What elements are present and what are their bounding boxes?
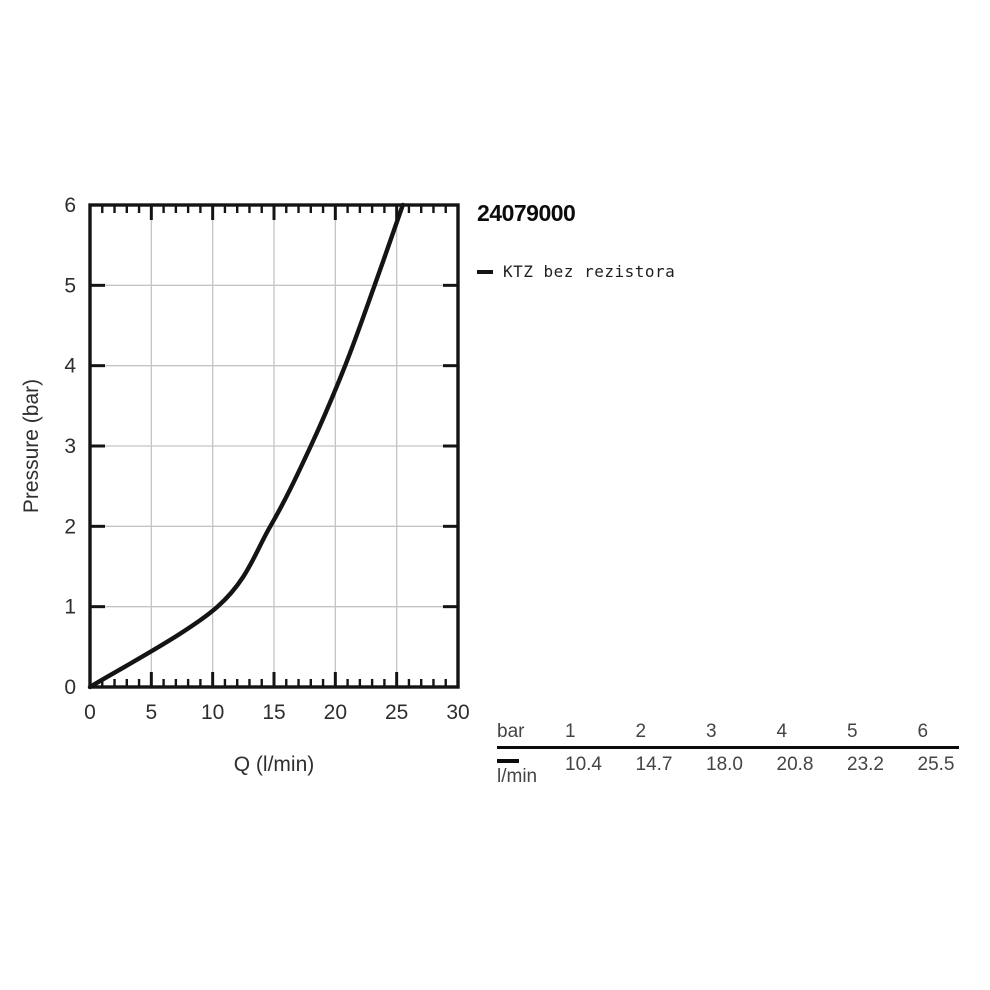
- table-value-cell: 23.2: [847, 754, 884, 775]
- svg-text:10: 10: [201, 701, 224, 724]
- svg-text:0: 0: [64, 676, 76, 699]
- table-unit-bar: bar: [497, 721, 525, 742]
- svg-text:6: 6: [64, 194, 76, 217]
- svg-text:5: 5: [145, 701, 157, 724]
- table-header-cell: 4: [776, 721, 788, 742]
- table-value-cell: 10.4: [565, 754, 602, 775]
- table-header-row: bar 1 2 3 4 5 6: [497, 721, 959, 746]
- legend-label: KTZ bez rezistora: [503, 262, 676, 281]
- svg-text:1: 1: [64, 596, 76, 619]
- svg-text:3: 3: [64, 435, 76, 458]
- flow-rate-table: bar 1 2 3 4 5 6 l/min 10.4 14.7 18.0 20.…: [497, 721, 959, 788]
- table-value-row: l/min 10.4 14.7 18.0 20.8 23.2 25.5: [497, 749, 959, 788]
- legend-line-marker: [477, 269, 493, 274]
- svg-text:25: 25: [385, 701, 408, 724]
- table-header-cell: 1: [565, 721, 576, 742]
- svg-text:0: 0: [84, 701, 96, 724]
- table-value-cell: 20.8: [776, 754, 814, 775]
- table-header-cell: 2: [635, 721, 647, 742]
- svg-text:30: 30: [446, 701, 469, 724]
- svg-text:Q (l/min): Q (l/min): [234, 753, 315, 776]
- table-unit-lmin: l/min: [497, 766, 538, 787]
- table-header-cell: 6: [917, 721, 929, 742]
- series-line-marker: [497, 759, 519, 763]
- table-header-cell: 5: [847, 721, 858, 742]
- product-number: 24079000: [477, 200, 576, 226]
- svg-text:2: 2: [64, 515, 76, 538]
- table-value-cell: 18.0: [706, 754, 743, 775]
- table-value-cell: 14.7: [635, 754, 673, 775]
- table-value-cell: 25.5: [917, 754, 955, 775]
- svg-text:5: 5: [64, 274, 76, 297]
- svg-text:4: 4: [64, 355, 76, 378]
- svg-text:15: 15: [262, 701, 285, 724]
- svg-text:Pressure (bar): Pressure (bar): [20, 379, 43, 513]
- svg-text:20: 20: [324, 701, 347, 724]
- table-header-cell: 3: [706, 721, 717, 742]
- table-divider: [497, 746, 959, 749]
- legend: KTZ bez rezistora: [477, 262, 675, 281]
